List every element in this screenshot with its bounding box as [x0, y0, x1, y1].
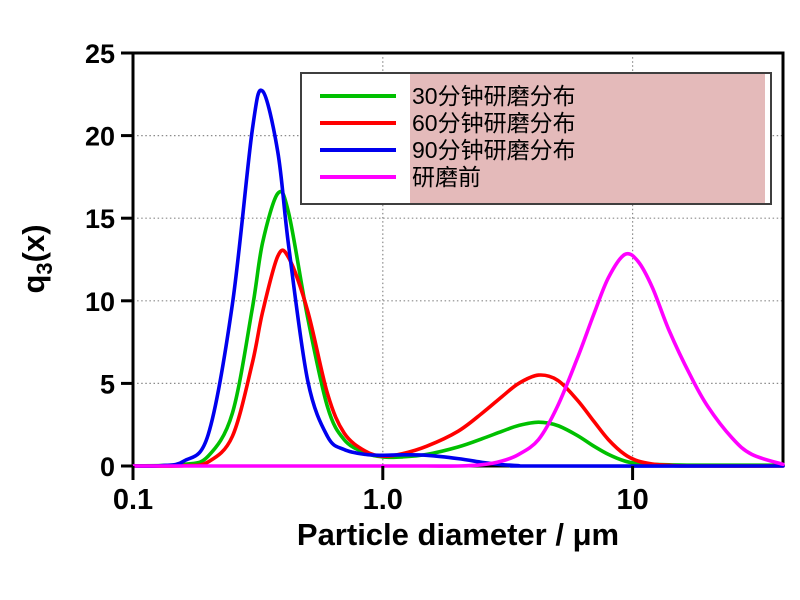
x-axis-title: Particle diameter / μm	[297, 517, 619, 552]
y-tick-label-10: 10	[85, 287, 115, 317]
y-axis-title: q3(x)	[16, 224, 57, 293]
y-tick-label-20: 20	[85, 122, 115, 152]
y-axis-title-main: q	[16, 275, 51, 294]
y-tick-label-0: 0	[100, 452, 115, 482]
legend-item-before-grinding: 研磨前	[302, 164, 770, 190]
x-tick-label-0.1: 0.1	[113, 484, 153, 516]
curve-grind-90min	[131, 88, 785, 468]
legend-line-30min-icon	[320, 93, 396, 98]
curve-before-grinding	[131, 251, 785, 468]
legend: 30分钟研磨分布 60分钟研磨分布 90分钟研磨分布 研磨前	[300, 72, 772, 205]
legend-highlight-box	[410, 74, 765, 203]
legend-label-grind-30min: 30分钟研磨分布	[412, 82, 576, 109]
legend-line-before-icon	[320, 175, 396, 180]
legend-label-grind-90min: 90分钟研磨分布	[412, 137, 576, 164]
legend-label-grind-60min: 60分钟研磨分布	[412, 109, 576, 136]
legend-label-before-grinding: 研磨前	[412, 164, 481, 191]
tick-layer: 0.1 1.0 10 0 5 10 15 20 25	[85, 39, 649, 516]
y-tick-label-15: 15	[85, 204, 115, 234]
legend-item-grind-90min: 90分钟研磨分布	[302, 137, 770, 163]
y-tick-label-25: 25	[85, 39, 115, 69]
x-tick-label-10: 10	[616, 484, 648, 516]
y-tick-label-5: 5	[100, 369, 115, 399]
legend-item-grind-30min: 30分钟研磨分布	[302, 83, 770, 109]
curve-grind-60min	[131, 248, 785, 468]
legend-item-grind-60min: 60分钟研磨分布	[302, 110, 770, 136]
legend-line-90min-icon	[320, 148, 396, 153]
x-tick-label-1.0: 1.0	[363, 484, 403, 516]
curve-layer	[131, 88, 785, 468]
y-axis-title-tail: (x)	[16, 224, 51, 262]
y-axis-title-subscript: 3	[32, 262, 57, 274]
legend-line-60min-icon	[320, 120, 396, 125]
